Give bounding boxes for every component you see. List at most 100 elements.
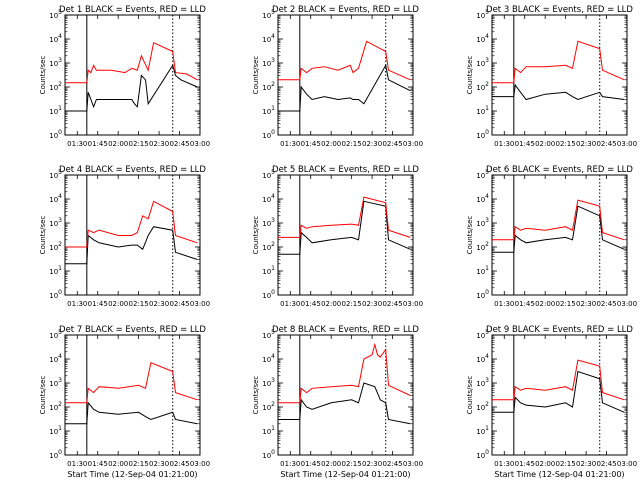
series-line-events (278, 382, 411, 425)
x-tick-label: 01:45 (301, 460, 321, 468)
panel-title: Det 9 BLACK = Events, RED = LLD (486, 325, 633, 335)
x-tick-label: 02:15 (129, 460, 149, 468)
y-tick-label: 100 (476, 129, 489, 140)
x-tick-label: 02:45 (596, 140, 616, 148)
x-tick-label: 03:00 (403, 140, 423, 148)
series-line-lld (278, 342, 411, 404)
plot-frame (491, 174, 628, 296)
x-tick-label: 02:30 (149, 460, 169, 468)
panel-det-7: Det 7 BLACK = Events, RED = LLD 01:30 01:4… (39, 325, 210, 479)
series-line-events (65, 64, 198, 112)
y-tick-label: 101 (262, 425, 275, 436)
plot-frame (491, 334, 628, 456)
panel-title: Det 3 BLACK = Events, RED = LLD (486, 5, 633, 15)
y-tick-label: 104 (262, 193, 275, 204)
y-axis-label: Counts/sec (466, 376, 474, 415)
y-tick-label: 105 (476, 9, 489, 20)
panel-title: Det 7 BLACK = Events, RED = LLD (59, 325, 206, 335)
y-tick-label: 101 (49, 425, 62, 436)
x-tick-label: 03:00 (403, 300, 423, 308)
series-line-events (278, 63, 411, 112)
x-tick-label: 02:45 (169, 300, 189, 308)
series-line-lld (65, 200, 198, 248)
x-tick-label: 02:15 (129, 300, 149, 308)
x-tick-label: 02:30 (362, 140, 382, 148)
y-tick-label: 103 (262, 377, 275, 388)
x-tick-label: 02:15 (129, 140, 149, 148)
y-tick-label: 102 (476, 81, 489, 92)
y-tick-label: 104 (476, 353, 489, 364)
y-tick-label: 100 (49, 289, 62, 300)
plot-frame (64, 14, 201, 136)
panel-title: Det 5 BLACK = Events, RED = LLD (272, 165, 419, 175)
x-tick-label: 02:45 (382, 300, 402, 308)
series-line-lld (278, 196, 411, 238)
x-tick-label: 01:30 (280, 460, 300, 468)
panel-det-5: Det 5 BLACK = Events, RED = LLD 01:30 01:4… (252, 165, 423, 308)
series-line-lld (65, 362, 198, 404)
panel-det-8: Det 8 BLACK = Events, RED = LLD 01:30 01:4… (252, 325, 423, 479)
x-axis-label: Start Time (12-Sep-04 01:21:00) (67, 470, 197, 479)
y-tick-label: 102 (476, 241, 489, 252)
y-axis-label: Counts/sec (252, 56, 260, 95)
y-tick-label: 104 (476, 193, 489, 204)
y-tick-label: 105 (262, 169, 275, 180)
y-tick-label: 102 (262, 81, 275, 92)
x-tick-label: 02:30 (362, 300, 382, 308)
y-tick-label: 104 (262, 353, 275, 364)
x-tick-label: 03:00 (190, 460, 210, 468)
y-tick-label: 103 (476, 57, 489, 68)
x-tick-label: 02:30 (576, 140, 596, 148)
panel-det-3: Det 3 BLACK = Events, RED = LLD 01:30 01:4… (466, 5, 637, 148)
y-axis-label: Counts/sec (252, 216, 260, 255)
y-tick-label: 103 (262, 217, 275, 228)
x-axis-label: Start Time (12-Sep-04 01:21:00) (280, 470, 410, 479)
y-tick-label: 100 (476, 449, 489, 460)
y-tick-label: 102 (49, 401, 62, 412)
plot-frame (491, 14, 628, 136)
x-tick-label: 02:15 (342, 300, 362, 308)
x-tick-label: 03:00 (403, 460, 423, 468)
x-tick-label: 01:30 (494, 300, 514, 308)
panel-det-1: Det 1 BLACK = Events, RED = LLD 01:30 01:4… (39, 5, 210, 148)
y-tick-label: 101 (49, 265, 62, 276)
x-tick-label: 02:00 (321, 140, 341, 148)
x-tick-label: 02:30 (576, 300, 596, 308)
y-axis-label: Counts/sec (252, 376, 260, 415)
y-tick-label: 101 (49, 105, 62, 116)
y-tick-label: 102 (49, 81, 62, 92)
y-tick-label: 104 (262, 33, 275, 44)
series-line-lld (278, 40, 411, 81)
y-tick-label: 103 (262, 57, 275, 68)
x-tick-label: 03:00 (190, 140, 210, 148)
x-tick-label: 01:30 (67, 300, 87, 308)
x-tick-label: 02:30 (362, 460, 382, 468)
x-tick-label: 02:15 (556, 140, 576, 148)
y-tick-label: 105 (49, 329, 62, 340)
x-tick-label: 02:45 (382, 460, 402, 468)
x-tick-label: 02:00 (535, 300, 555, 308)
x-axis-label: Start Time (12-Sep-04 01:21:00) (494, 470, 624, 479)
x-tick-label: 02:15 (342, 140, 362, 148)
x-tick-label: 01:45 (301, 300, 321, 308)
x-tick-label: 01:45 (515, 300, 535, 308)
x-tick-label: 02:00 (108, 460, 128, 468)
x-tick-label: 01:30 (67, 140, 87, 148)
panel-title: Det 4 BLACK = Events, RED = LLD (59, 165, 206, 175)
y-tick-label: 105 (262, 9, 275, 20)
plot-frame (277, 334, 414, 456)
y-axis-label: Counts/sec (39, 376, 47, 415)
x-tick-label: 01:30 (494, 140, 514, 148)
y-tick-label: 102 (262, 401, 275, 412)
x-tick-label: 02:00 (535, 460, 555, 468)
series-line-events (492, 83, 625, 101)
y-tick-label: 104 (49, 353, 62, 364)
x-tick-label: 01:45 (88, 300, 108, 308)
series-line-events (492, 205, 625, 253)
y-tick-label: 101 (476, 265, 489, 276)
x-tick-label: 02:15 (556, 460, 576, 468)
y-tick-label: 100 (49, 449, 62, 460)
series-line-events (65, 401, 198, 425)
y-tick-label: 104 (49, 193, 62, 204)
x-tick-label: 01:30 (494, 460, 514, 468)
